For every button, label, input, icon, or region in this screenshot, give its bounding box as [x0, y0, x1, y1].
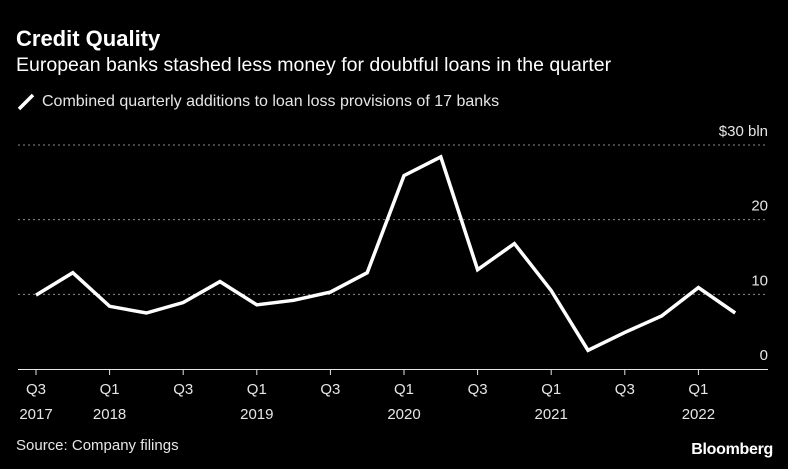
chart-title: Credit Quality: [16, 26, 161, 51]
y-tick-label: 0: [760, 347, 768, 364]
x-tick-quarter-label: Q3: [26, 381, 46, 398]
x-tick-quarter-label: Q3: [615, 381, 635, 398]
x-tick-quarter-label: Q1: [394, 381, 414, 398]
x-tick-quarter-label: Q1: [541, 381, 561, 398]
legend-line-icon: [17, 93, 35, 111]
y-tick-label: 20: [751, 198, 768, 215]
x-tick-quarter-label: Q1: [688, 381, 708, 398]
x-tick-year-label: 2021: [535, 406, 568, 423]
x-tick-year-label: 2018: [93, 406, 126, 423]
bloomberg-logo: Bloomberg: [691, 441, 773, 458]
legend: Combined quarterly additions to loan los…: [16, 92, 499, 112]
series-line: [35, 154, 737, 353]
legend-label: Combined quarterly additions to loan los…: [42, 93, 500, 110]
y-tick-label: $30 bln: [719, 123, 768, 140]
x-tick-quarter-label: Q3: [173, 381, 193, 398]
y-tick-label: 10: [751, 272, 768, 289]
x-tick-quarter-label: Q1: [100, 381, 120, 398]
x-axis-ticks: Q3 2017 Q1 2018 Q3 Q1 2019 Q3 Q1 2020 Q3 Q1 2021 Q3 Q1…: [19, 369, 715, 423]
gridlines: [18, 144, 768, 295]
x-tick-year-label: 2017: [19, 406, 52, 423]
x-tick-quarter-label: Q3: [320, 381, 340, 398]
source-note: Source: Company filings: [16, 437, 179, 454]
series-layer: [35, 154, 737, 353]
x-tick-year-label: 2019: [240, 406, 273, 423]
x-tick-year-label: 2020: [387, 406, 420, 423]
x-tick-quarter-label: Q1: [247, 381, 267, 398]
x-tick-year-label: 2022: [682, 406, 715, 423]
x-tick-quarter-label: Q3: [468, 381, 488, 398]
y-axis-ticks: $30 bln 20 10 0: [719, 123, 768, 364]
chart-subtitle: European banks stashed less money for do…: [16, 54, 612, 76]
